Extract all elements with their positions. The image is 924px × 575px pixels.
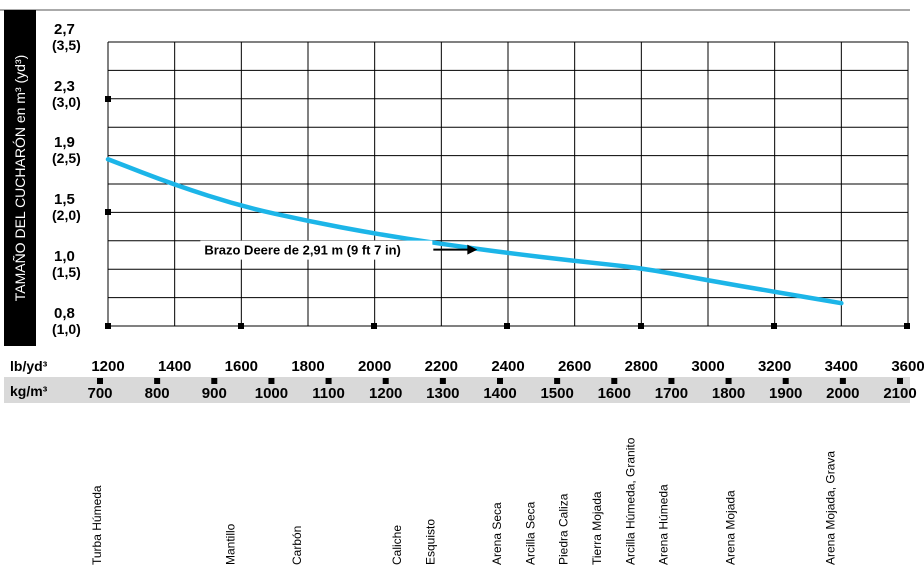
x-tick-kg: 1100 — [312, 385, 345, 402]
x-tick-kg: 1400 — [483, 385, 516, 402]
y-tick-sublabel: (1,5) — [52, 264, 81, 280]
y-axis-title: TAMAÑO DEL CUCHARÓN en m³ (yd³) — [12, 55, 28, 302]
x-tick-lb: 3200 — [758, 358, 791, 375]
material-label: Arena Húmeda — [657, 484, 671, 565]
x-tick-lb: 2400 — [491, 358, 524, 375]
x-tick-kg-marker — [325, 378, 332, 384]
x-tick-kg: 1900 — [769, 385, 802, 402]
y-tick-label: 2,3 — [54, 78, 75, 95]
x-tick-lb: 1400 — [158, 358, 191, 375]
grid-marker — [105, 96, 111, 102]
y-tick-label: 2,7 — [54, 21, 75, 38]
y-tick-label: 1,0 — [54, 248, 75, 265]
x-tick-kg: 1000 — [255, 385, 288, 402]
x-tick-lb: 1800 — [291, 358, 324, 375]
x-tick-kg-marker — [554, 378, 561, 384]
annotation-bg — [200, 240, 433, 260]
x-tick-lb: 1600 — [225, 358, 258, 375]
x-tick-kg: 1200 — [369, 385, 402, 402]
grid-marker — [105, 209, 111, 215]
material-label: Caliche — [390, 525, 404, 565]
x-tick-kg-marker — [497, 378, 503, 384]
x-tick-kg-marker — [439, 378, 446, 384]
x-tick-kg: 700 — [87, 385, 112, 402]
x-tick-kg: 900 — [202, 385, 227, 402]
x-tick-kg: 2100 — [883, 385, 916, 402]
x-tick-lb: 2600 — [558, 358, 591, 375]
grid-marker — [771, 323, 777, 329]
x-tick-lb: 2800 — [625, 358, 658, 375]
material-label: Carbón — [290, 526, 304, 565]
x-tick-kg: 1700 — [655, 385, 688, 402]
x-tick-kg-marker — [382, 378, 389, 384]
x-tick-lb: 1200 — [91, 358, 124, 375]
x-tick-kg-marker — [897, 378, 903, 384]
material-label: Turba Húmeda — [90, 485, 104, 565]
x-tick-labels: lb/yd³ 1200 1400 1600 1800 2000 2200 2400 2600 28… — [10, 358, 924, 402]
x-unit-primary: lb/yd³ — [10, 358, 48, 374]
y-tick-label: 1,9 — [54, 134, 75, 151]
y-axis-title-box — [4, 10, 36, 346]
annotation: Brazo Deere de 2,91 m (9 ft 7 in) — [200, 240, 478, 260]
y-tick-label: 0,8 — [54, 305, 75, 322]
y-tick-sublabel: (2,0) — [52, 207, 81, 223]
x-unit-secondary: kg/m³ — [10, 383, 48, 399]
x-tick-kg-marker — [839, 378, 846, 384]
y-tick-sublabel: (2,5) — [52, 150, 81, 166]
x-tick-lb: 3400 — [825, 358, 858, 375]
material-label: Arcilla Húmeda, Granito — [623, 437, 637, 565]
material-label: Esquisto — [423, 519, 437, 565]
y-tick-label: 1,5 — [54, 191, 75, 208]
x-tick-kg-marker — [211, 378, 218, 384]
x-tick-kg: 1500 — [540, 385, 573, 402]
grid-marker — [105, 323, 111, 329]
y-tick-labels: 2,7(3,5) 2,3(3,0) 1,9(2,5) 1,5(2,0) 1,0(1,5)… — [52, 21, 81, 337]
x-tick-lb: 2000 — [358, 358, 391, 375]
grid-marker — [638, 323, 644, 329]
y-tick-sublabel: (3,0) — [52, 94, 81, 110]
material-labels: Turba Húmeda Mantillo Carbón Caliche Esquist… — [90, 437, 837, 565]
y-tick-sublabel: (1,0) — [52, 321, 81, 337]
grid-marker — [904, 323, 910, 329]
material-label: Arcilla Seca — [523, 501, 537, 565]
bucket-curve — [105, 157, 844, 306]
material-label: Tierra Mojada — [590, 491, 604, 565]
x-tick-kg-marker — [668, 378, 675, 384]
annotation-text: Brazo Deere de 2,91 m (9 ft 7 in) — [204, 243, 401, 258]
material-label: Arena Seca — [490, 502, 504, 565]
x-tick-kg-marker — [725, 378, 732, 384]
grid-marker — [371, 323, 377, 329]
series-layer — [105, 157, 844, 306]
x-tick-kg-marker — [268, 378, 275, 384]
x-tick-lb: 3000 — [691, 358, 724, 375]
grid-marker — [504, 323, 510, 329]
material-label: Piedra Caliza — [557, 493, 571, 565]
x-tick-kg: 1300 — [426, 385, 459, 402]
x-tick-kg: 1800 — [712, 385, 745, 402]
x-tick-kg-marker — [611, 378, 618, 384]
annotation-arrowhead — [467, 244, 478, 255]
x-tick-kg-marker — [97, 378, 103, 384]
material-label: Arena Mojada, Grava — [823, 451, 837, 565]
x-tick-lb: 3600 — [891, 358, 924, 375]
x-tick-lb: 2200 — [425, 358, 458, 375]
material-label: Arena Mojada — [723, 490, 737, 565]
grid — [105, 41, 910, 329]
y-tick-sublabel: (3,5) — [52, 37, 81, 53]
x-tick-kg: 800 — [145, 385, 170, 402]
x-tick-kg-marker — [782, 378, 789, 384]
x-tick-kg: 2000 — [826, 385, 859, 402]
x-tick-kg-marker — [154, 378, 161, 384]
x-tick-kg: 1600 — [598, 385, 631, 402]
grid-marker — [238, 323, 244, 329]
material-label: Mantillo — [223, 523, 237, 565]
